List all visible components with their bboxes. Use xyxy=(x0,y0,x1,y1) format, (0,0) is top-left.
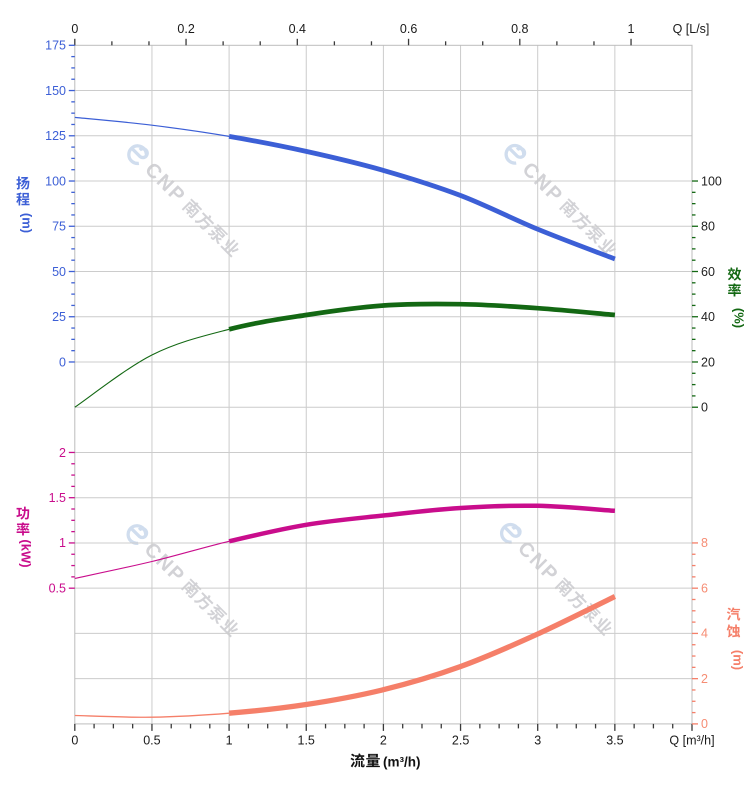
svg-text:1.5: 1.5 xyxy=(298,734,315,748)
svg-text:(m): (m) xyxy=(731,650,746,670)
svg-text:3.5: 3.5 xyxy=(606,734,623,748)
svg-text:0: 0 xyxy=(71,22,78,36)
svg-text:20: 20 xyxy=(701,355,715,369)
svg-text:Q [m³/h]: Q [m³/h] xyxy=(669,734,714,748)
svg-text:60: 60 xyxy=(701,265,715,279)
svg-text:80: 80 xyxy=(701,220,715,234)
svg-text:175: 175 xyxy=(45,39,66,53)
svg-text:0.5: 0.5 xyxy=(49,582,66,596)
svg-text:2: 2 xyxy=(380,734,387,748)
svg-text:(m³/h): (m³/h) xyxy=(383,755,421,770)
svg-text:75: 75 xyxy=(52,220,66,234)
svg-text:0.2: 0.2 xyxy=(177,22,194,36)
svg-text:0: 0 xyxy=(71,734,78,748)
svg-text:(m): (m) xyxy=(20,213,35,233)
svg-text:0: 0 xyxy=(59,355,66,369)
svg-text:(kW): (kW) xyxy=(19,539,34,567)
svg-text:0: 0 xyxy=(701,717,708,731)
svg-text:2: 2 xyxy=(59,446,66,460)
svg-text:0.5: 0.5 xyxy=(143,734,160,748)
svg-text:50: 50 xyxy=(52,265,66,279)
svg-text:3: 3 xyxy=(534,734,541,748)
svg-text:Q [L/s]: Q [L/s] xyxy=(673,22,710,36)
svg-text:1: 1 xyxy=(226,734,233,748)
svg-text:0.8: 0.8 xyxy=(511,22,528,36)
svg-text:125: 125 xyxy=(45,129,66,143)
svg-text:2.5: 2.5 xyxy=(452,734,469,748)
svg-text:100: 100 xyxy=(45,174,66,188)
svg-text:25: 25 xyxy=(52,310,66,324)
svg-text:0.6: 0.6 xyxy=(400,22,417,36)
svg-text:1.5: 1.5 xyxy=(49,491,66,505)
svg-text:6: 6 xyxy=(701,582,708,596)
svg-text:0: 0 xyxy=(701,401,708,415)
svg-text:40: 40 xyxy=(701,310,715,324)
svg-text:(%): (%) xyxy=(732,308,747,328)
svg-text:2: 2 xyxy=(701,672,708,686)
svg-text:100: 100 xyxy=(701,174,722,188)
svg-text:8: 8 xyxy=(701,536,708,550)
svg-text:150: 150 xyxy=(45,84,66,98)
svg-text:1: 1 xyxy=(628,22,635,36)
svg-text:0.4: 0.4 xyxy=(289,22,306,36)
svg-text:1: 1 xyxy=(59,536,66,550)
svg-text:4: 4 xyxy=(701,627,708,641)
